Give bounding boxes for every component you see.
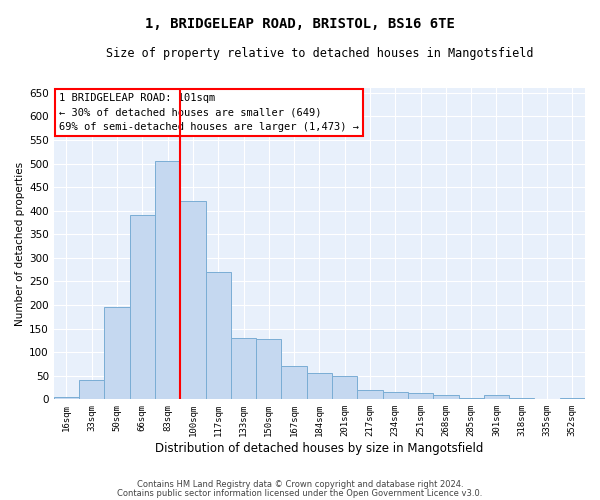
- Bar: [206, 272, 231, 400]
- Title: Size of property relative to detached houses in Mangotsfield: Size of property relative to detached ho…: [106, 48, 533, 60]
- Bar: [458, 398, 484, 400]
- Bar: [155, 161, 180, 400]
- Bar: [408, 392, 433, 400]
- Bar: [358, 390, 383, 400]
- Text: Contains public sector information licensed under the Open Government Licence v3: Contains public sector information licen…: [118, 488, 482, 498]
- Bar: [256, 339, 281, 400]
- X-axis label: Distribution of detached houses by size in Mangotsfield: Distribution of detached houses by size …: [155, 442, 484, 455]
- Bar: [130, 216, 155, 400]
- Bar: [560, 398, 585, 400]
- Bar: [433, 395, 458, 400]
- Bar: [54, 398, 79, 400]
- Text: 1, BRIDGELEAP ROAD, BRISTOL, BS16 6TE: 1, BRIDGELEAP ROAD, BRISTOL, BS16 6TE: [145, 18, 455, 32]
- Bar: [332, 376, 358, 400]
- Bar: [180, 201, 206, 400]
- Bar: [307, 374, 332, 400]
- Bar: [231, 338, 256, 400]
- Text: Contains HM Land Registry data © Crown copyright and database right 2024.: Contains HM Land Registry data © Crown c…: [137, 480, 463, 489]
- Y-axis label: Number of detached properties: Number of detached properties: [15, 162, 25, 326]
- Bar: [281, 366, 307, 400]
- Bar: [509, 398, 535, 400]
- Bar: [104, 308, 130, 400]
- Bar: [383, 392, 408, 400]
- Text: 1 BRIDGELEAP ROAD: 101sqm
← 30% of detached houses are smaller (649)
69% of semi: 1 BRIDGELEAP ROAD: 101sqm ← 30% of detac…: [59, 92, 359, 132]
- Bar: [79, 380, 104, 400]
- Bar: [484, 395, 509, 400]
